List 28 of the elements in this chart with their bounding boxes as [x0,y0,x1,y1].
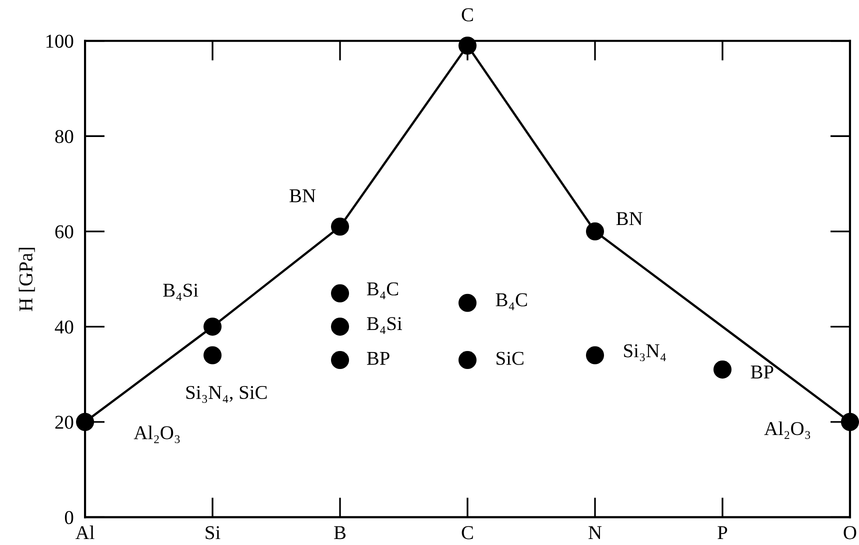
annotation: BN [290,189,316,202]
annotation: Al₂O₃ [764,421,810,439]
y-tick-label: 100 [46,34,74,48]
x-tick-label: N [588,526,602,540]
y-tick-label: 20 [55,416,74,429]
y-tick-label: 0 [64,511,74,524]
y-tick-label: 80 [55,130,74,144]
annotation: SiC [496,352,524,365]
annotation: B₄Si [366,317,402,334]
annotation: BP [750,366,774,378]
annotation: B₄Si [163,284,198,301]
y-tick-label: 40 [54,320,74,334]
annotation: C [462,8,473,22]
x-tick-label: O [844,526,856,540]
y-tick-label: 60 [55,225,74,238]
annotation: Al₂O₃ [134,426,180,444]
annotation: Si₃N₄, SiC [186,386,267,403]
x-tick-label: P [718,526,728,540]
annotation: Si₃N₄ [624,344,666,362]
x-tick-label: C [462,526,473,540]
x-tick-label: Al [76,526,94,540]
x-tick-label: B [334,526,346,540]
annotation: B₄C [496,293,527,310]
x-tick-label: Si [206,526,220,540]
annotation: BP [366,352,390,365]
annotation: BN [616,212,642,226]
annotation: B₄C [366,282,398,300]
y-axis-title: H [GPa] [18,248,35,312]
